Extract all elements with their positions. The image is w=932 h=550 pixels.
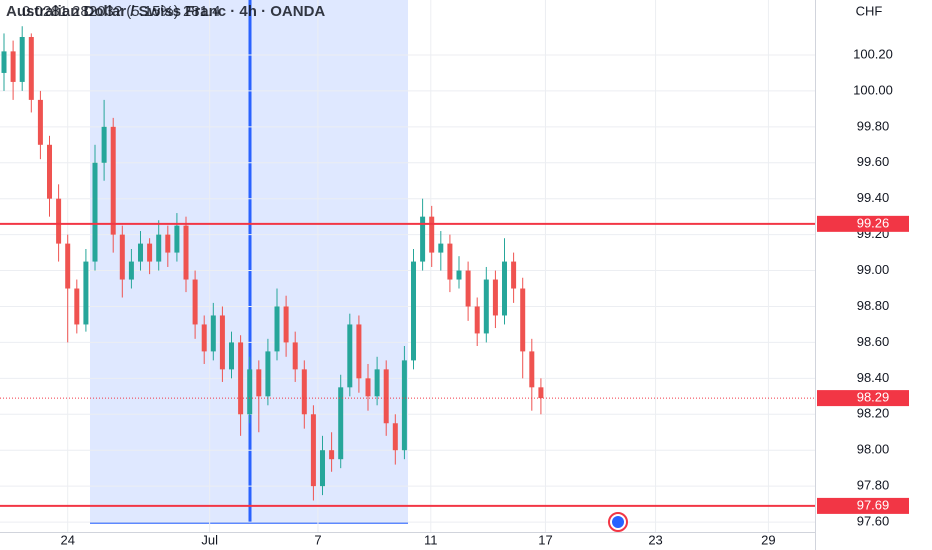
candle-body	[210, 315, 216, 352]
candle-body	[19, 37, 25, 82]
candle-body	[101, 126, 107, 163]
y-tick-label: 100.00	[853, 82, 893, 97]
y-tick-label: 99.80	[857, 118, 890, 133]
candle-body	[174, 225, 180, 253]
candle-body	[310, 414, 316, 487]
y-tick-label: 97.80	[857, 478, 890, 493]
candle-body	[92, 162, 98, 262]
candle-body	[47, 144, 53, 199]
candle-body	[365, 378, 371, 397]
x-tick-label: 7	[314, 532, 321, 547]
candle-body	[347, 324, 353, 388]
chart-title: Australian Dollar / Swiss Franc · 4h · O…	[6, 3, 325, 20]
candle-body	[28, 37, 34, 100]
last-price-label: 98.29	[857, 390, 890, 405]
candle-body	[119, 234, 125, 280]
candle-body	[247, 369, 253, 415]
y-tick-label: 98.20	[857, 406, 890, 421]
candle-body	[502, 261, 508, 316]
x-tick-label: 17	[538, 532, 552, 547]
candle-body	[256, 369, 262, 397]
y-tick-label: 98.00	[857, 442, 890, 457]
candle-body	[110, 126, 116, 235]
y-tick-label: 98.60	[857, 334, 890, 349]
y-tick-label: 99.00	[857, 262, 890, 277]
plot-layer	[0, 0, 815, 532]
x-tick-label: Jul	[201, 532, 218, 547]
candle-body	[474, 306, 480, 334]
candle-body	[465, 270, 471, 307]
candle-body	[483, 279, 489, 334]
candle-body	[401, 360, 407, 451]
y-tick-label: 98.40	[857, 370, 890, 385]
candle-body	[529, 351, 535, 388]
candle-body	[383, 369, 389, 424]
candle-body	[429, 216, 435, 253]
y-tick-label: 97.60	[857, 514, 890, 529]
candle-body	[74, 288, 80, 325]
candle-body	[238, 342, 244, 415]
level-label-bg	[817, 497, 909, 514]
candle-body	[1, 51, 7, 73]
candle-body	[56, 198, 62, 244]
candle-body	[511, 261, 517, 289]
event-icon[interactable]	[608, 512, 628, 532]
candle-body	[83, 261, 89, 325]
candle-body	[374, 369, 380, 397]
candle-body	[438, 243, 444, 253]
candle-body	[411, 261, 417, 361]
candle-body	[229, 342, 235, 370]
candle-body	[274, 306, 280, 352]
candle-body	[37, 99, 43, 145]
candle-body	[447, 243, 453, 280]
candle-body	[329, 450, 335, 460]
chart-info: 0.0281 28203? (5.15%) 281.4	[22, 3, 221, 20]
candle-body	[283, 306, 289, 343]
x-tick-label: 24	[60, 532, 74, 547]
candle-body	[292, 342, 298, 370]
candle-body	[65, 243, 71, 289]
level-label: 97.69	[857, 497, 890, 512]
candle-body	[420, 216, 426, 262]
candle-body	[392, 423, 398, 451]
event-icon-flag[interactable]	[612, 516, 624, 528]
candle-body	[538, 387, 544, 399]
candle-body	[138, 243, 144, 262]
candle-body	[183, 225, 189, 280]
candle-body	[456, 270, 462, 280]
level-label-bg	[817, 215, 909, 232]
candle-body	[265, 351, 271, 397]
level-label: 99.26	[857, 215, 890, 230]
candle-body	[10, 51, 16, 82]
last-price-bg	[817, 390, 909, 407]
candle-body	[492, 279, 498, 316]
candle-body	[219, 315, 225, 370]
candle-body	[156, 234, 162, 262]
candle-body	[301, 369, 307, 415]
candle-body	[356, 324, 362, 379]
y-tick-label: 100.20	[853, 46, 893, 61]
x-tick-label: 29	[761, 532, 775, 547]
y-tick-label: 99.60	[857, 154, 890, 169]
candle-body	[192, 279, 198, 325]
candle-body	[520, 288, 526, 352]
y-tick-label: 99.40	[857, 190, 890, 205]
candle-body	[165, 234, 171, 253]
candle-body	[147, 243, 153, 262]
price-unit: CHF	[856, 3, 883, 18]
x-tick-label: 11	[424, 532, 438, 547]
candle-body	[320, 450, 326, 487]
candle-body	[338, 387, 344, 460]
candle-body	[201, 324, 207, 352]
y-tick-label: 98.80	[857, 298, 890, 313]
x-tick-label: 23	[648, 532, 662, 547]
candle-body	[128, 261, 134, 280]
